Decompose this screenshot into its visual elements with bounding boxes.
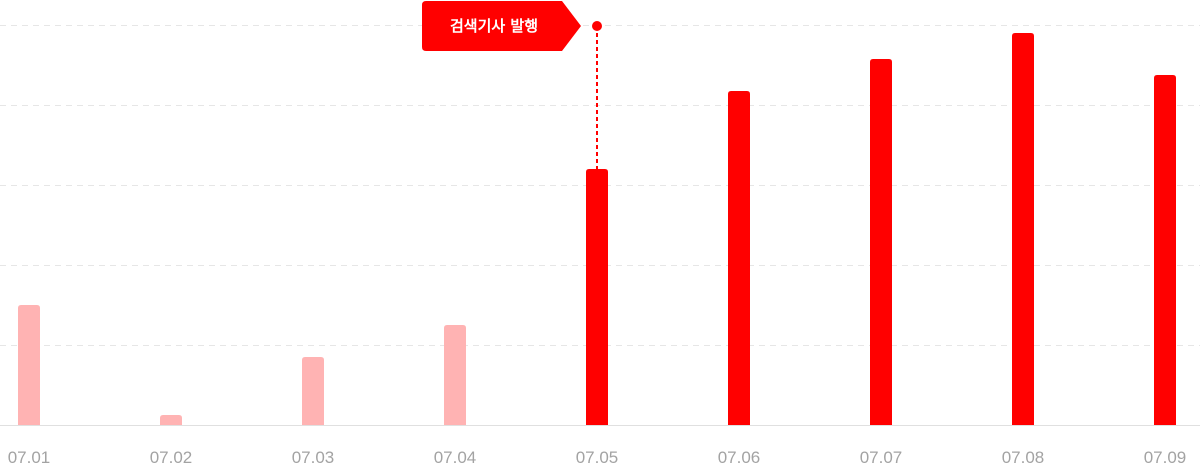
bar-07.02 <box>160 415 182 425</box>
bar-07.07 <box>870 59 892 425</box>
x-tick-label: 07.01 <box>8 448 51 467</box>
bar-07.04 <box>444 325 466 425</box>
annotation-label: 검색기사 발행 <box>450 17 538 35</box>
x-tick-label: 07.07 <box>860 448 903 467</box>
x-tick-label: 07.04 <box>434 448 477 467</box>
x-tick-label: 07.09 <box>1144 448 1187 467</box>
x-tick-label: 07.05 <box>576 448 619 467</box>
x-tick-label: 07.06 <box>718 448 761 467</box>
bars <box>18 33 1176 425</box>
bar-07.06 <box>728 91 750 425</box>
annotation-callout <box>422 1 581 51</box>
bar-07.01 <box>18 305 40 425</box>
annotation: 검색기사 발행 <box>422 1 602 169</box>
bar-07.05 <box>586 169 608 425</box>
bar-07.08 <box>1012 33 1034 425</box>
annotation-dot <box>592 21 602 31</box>
x-tick-label: 07.02 <box>150 448 193 467</box>
bar-07.09 <box>1154 75 1176 425</box>
x-tick-labels: 07.01 07.02 07.03 07.04 07.05 07.06 07.07 07.08… <box>8 448 1187 467</box>
bar-07.03 <box>302 357 324 425</box>
x-tick-label: 07.03 <box>292 448 335 467</box>
x-tick-label: 07.08 <box>1002 448 1045 467</box>
